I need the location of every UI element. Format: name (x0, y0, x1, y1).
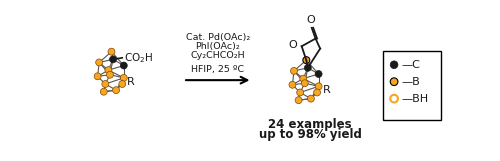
Circle shape (304, 64, 312, 71)
Circle shape (120, 74, 128, 81)
Circle shape (390, 95, 398, 103)
Text: Cat. Pd(OAc)₂: Cat. Pd(OAc)₂ (186, 33, 250, 42)
Circle shape (303, 57, 310, 64)
Circle shape (100, 88, 107, 95)
Circle shape (108, 48, 115, 55)
Text: —BH: —BH (402, 94, 429, 104)
Circle shape (315, 71, 322, 77)
Circle shape (390, 78, 398, 85)
Text: —C: —C (402, 60, 420, 70)
Circle shape (302, 80, 308, 87)
Circle shape (295, 97, 302, 104)
Circle shape (308, 95, 314, 102)
Text: Cy₂CHCO₂H: Cy₂CHCO₂H (190, 51, 245, 60)
Circle shape (296, 89, 304, 96)
Circle shape (94, 73, 101, 80)
Text: 24 examples: 24 examples (268, 118, 352, 131)
Circle shape (289, 81, 296, 88)
Circle shape (102, 80, 109, 87)
FancyBboxPatch shape (384, 51, 441, 120)
Circle shape (300, 75, 306, 82)
Circle shape (96, 59, 102, 66)
Circle shape (110, 56, 116, 63)
Circle shape (290, 67, 298, 74)
Circle shape (119, 80, 126, 87)
Circle shape (390, 61, 398, 69)
Circle shape (105, 67, 112, 74)
Circle shape (106, 71, 114, 78)
Text: CO$_2$H: CO$_2$H (124, 51, 153, 65)
Circle shape (120, 62, 128, 69)
Circle shape (315, 83, 322, 90)
Circle shape (314, 89, 320, 96)
Circle shape (112, 87, 119, 94)
Text: O: O (306, 15, 316, 25)
Text: R: R (322, 85, 330, 95)
Text: PhI(OAc)₂: PhI(OAc)₂ (196, 42, 240, 51)
Text: up to 98% yield: up to 98% yield (258, 128, 362, 141)
Text: —B: —B (402, 77, 420, 87)
Text: HFIP, 25 ºC: HFIP, 25 ºC (191, 65, 244, 74)
Text: O: O (288, 40, 297, 50)
Text: R: R (127, 77, 134, 87)
